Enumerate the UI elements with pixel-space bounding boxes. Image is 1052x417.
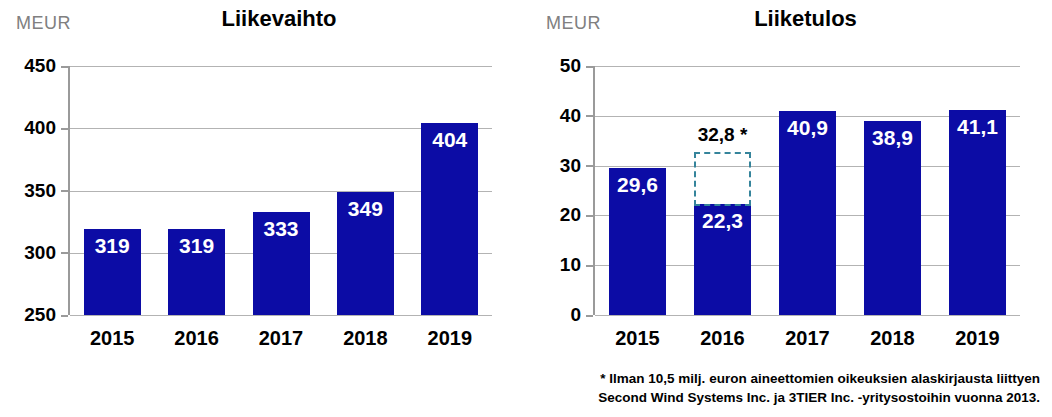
y-tick-label: 30 bbox=[531, 155, 581, 177]
plot-area-liiketulos: 0102030405029,6201522,3201640,9201738,92… bbox=[593, 66, 1020, 315]
bar-2016: 22,3 bbox=[694, 204, 751, 315]
bar-value-label: 29,6 bbox=[609, 173, 666, 197]
x-tick-label-2017: 2017 bbox=[765, 327, 850, 350]
bar-value-label: 41,1 bbox=[949, 115, 1006, 139]
x-tick-label-2016: 2016 bbox=[680, 327, 765, 350]
y-tick-label: 40 bbox=[531, 105, 581, 127]
revenue-and-operating-profit-charts: MEUR Liikevaihto 25030035040045031920153… bbox=[0, 0, 1052, 417]
bar-2017: 333 bbox=[253, 212, 310, 315]
plot-area-liikevaihto: 2503003504004503192015319201633320173492… bbox=[68, 66, 492, 315]
y-axis-tick bbox=[586, 165, 593, 167]
x-tick-label-2016: 2016 bbox=[154, 327, 238, 350]
y-axis-tick bbox=[61, 66, 68, 68]
y-tick-label: 350 bbox=[6, 180, 56, 202]
gridline bbox=[595, 66, 1020, 67]
y-axis-tick bbox=[61, 252, 68, 254]
bar-2015: 29,6 bbox=[609, 168, 666, 315]
bar-value-label: 319 bbox=[84, 234, 141, 258]
x-tick-label-2017: 2017 bbox=[239, 327, 323, 350]
y-axis-tick bbox=[586, 215, 593, 217]
bar-value-label: 404 bbox=[421, 128, 478, 152]
gridline bbox=[70, 66, 492, 67]
x-tick-label-2018: 2018 bbox=[323, 327, 407, 350]
y-tick-label: 0 bbox=[531, 304, 581, 326]
bar-value-label: 319 bbox=[168, 234, 225, 258]
footnote-line-1: * Ilman 10,5 milj. euron aineettomien oi… bbox=[598, 369, 1040, 388]
gridline bbox=[595, 315, 1020, 316]
bar-value-label: 40,9 bbox=[779, 116, 836, 140]
annotation-label: 32,8 * bbox=[663, 124, 783, 146]
y-tick-label: 250 bbox=[6, 304, 56, 326]
y-axis-tick bbox=[61, 190, 68, 192]
bar-2019: 404 bbox=[421, 123, 478, 315]
x-tick-label-2015: 2015 bbox=[595, 327, 680, 350]
bar-2018: 38,9 bbox=[864, 121, 921, 315]
bar-2019: 41,1 bbox=[949, 110, 1006, 315]
y-axis-tick bbox=[586, 66, 593, 68]
y-tick-label: 400 bbox=[6, 117, 56, 139]
gridline bbox=[70, 315, 492, 316]
y-axis-tick bbox=[61, 128, 68, 130]
y-axis-tick bbox=[586, 115, 593, 117]
footnote-line-2: Second Wind Systems Inc. ja 3TIER Inc. -… bbox=[598, 388, 1040, 407]
x-tick-label-2019: 2019 bbox=[408, 327, 492, 350]
annotation-dashed-box bbox=[694, 152, 751, 206]
x-tick-label-2015: 2015 bbox=[70, 327, 154, 350]
bar-value-label: 22,3 bbox=[694, 209, 751, 233]
bar-2016: 319 bbox=[168, 229, 225, 315]
y-axis-unit-label: MEUR bbox=[16, 13, 71, 34]
bar-value-label: 349 bbox=[337, 197, 394, 221]
chart-title-liiketulos: Liiketulos bbox=[593, 6, 1018, 32]
footnote: * Ilman 10,5 milj. euron aineettomien oi… bbox=[598, 369, 1040, 407]
bar-value-label: 333 bbox=[253, 217, 310, 241]
bar-value-label: 38,9 bbox=[864, 126, 921, 150]
y-tick-label: 10 bbox=[531, 254, 581, 276]
y-axis-tick bbox=[61, 315, 68, 317]
bar-2015: 319 bbox=[84, 229, 141, 315]
y-tick-label: 20 bbox=[531, 204, 581, 226]
bar-2018: 349 bbox=[337, 192, 394, 315]
x-tick-label-2018: 2018 bbox=[850, 327, 935, 350]
y-tick-label: 50 bbox=[531, 55, 581, 77]
x-tick-label-2019: 2019 bbox=[935, 327, 1020, 350]
chart-title-liikevaihto: Liikevaihto bbox=[68, 6, 490, 32]
y-axis-tick bbox=[586, 265, 593, 267]
y-tick-label: 300 bbox=[6, 242, 56, 264]
bar-2017: 40,9 bbox=[779, 111, 836, 315]
y-tick-label: 450 bbox=[6, 55, 56, 77]
y-axis-tick bbox=[586, 315, 593, 317]
